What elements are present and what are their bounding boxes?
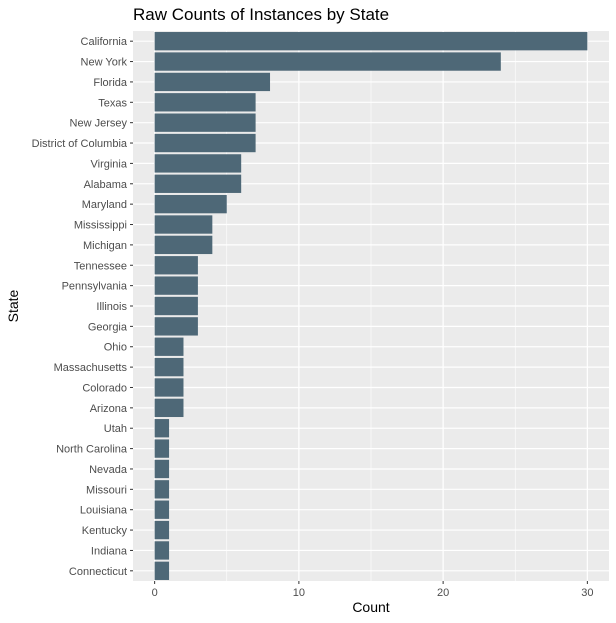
chart-title: Raw Counts of Instances by State (133, 5, 389, 24)
bar-utah (154, 419, 170, 438)
bar-new-jersey (154, 113, 256, 132)
bar-michigan (154, 235, 213, 255)
bar-arizona (154, 398, 184, 418)
y-tick-label: Nevada (89, 464, 128, 476)
bar-nevada (154, 459, 170, 479)
y-tick-label: Texas (98, 97, 127, 109)
bar-tennessee (154, 256, 198, 275)
bar-virginia (154, 154, 242, 173)
bar-texas (154, 93, 256, 112)
y-tick-label: Maryland (82, 199, 127, 211)
bar-mississippi (154, 215, 213, 234)
bar-kentucky (154, 520, 170, 540)
bar-alabama (154, 174, 242, 193)
y-tick-label: Pennsylvania (62, 281, 128, 293)
bar-louisiana (154, 500, 170, 519)
x-tick-label: 30 (581, 587, 593, 599)
y-tick-label: Virginia (91, 158, 128, 170)
bar-connecticut (154, 561, 170, 580)
y-tick-label: Arizona (90, 403, 128, 415)
bar-georgia (154, 317, 198, 336)
y-tick-labels: California New York Florida Texas New Jersey… (32, 36, 133, 578)
x-tick-labels: 0 10 20 30 (152, 581, 593, 599)
x-tick-label: 10 (293, 587, 305, 599)
y-tick-label: Colorado (82, 382, 127, 394)
y-tick-label: Florida (93, 77, 128, 89)
y-tick-label: Connecticut (69, 566, 127, 578)
bar-district-of-columbia (154, 133, 256, 153)
y-tick-label: Massachusetts (54, 362, 128, 374)
bar-indiana (154, 541, 170, 560)
y-tick-label: North Carolina (56, 444, 128, 456)
bar-florida (154, 72, 271, 92)
y-tick-label: Kentucky (82, 525, 128, 537)
x-tick-label: 20 (437, 587, 449, 599)
bar-pennsylvania (154, 276, 198, 295)
x-axis-title: Count (352, 599, 389, 615)
y-tick-label: Georgia (88, 321, 128, 333)
y-tick-label: Louisiana (80, 505, 128, 517)
bar-illinois (154, 296, 198, 316)
bar-california (154, 32, 588, 51)
bar-colorado (154, 378, 184, 397)
y-tick-label: Michigan (83, 240, 127, 252)
y-tick-label: Missouri (86, 484, 127, 496)
y-tick-label: Alabama (84, 179, 128, 191)
bar-missouri (154, 480, 170, 499)
y-axis-title: State (5, 289, 21, 322)
bar-maryland (154, 194, 227, 214)
bar-ohio (154, 337, 184, 356)
y-tick-label: Tennessee (74, 260, 127, 272)
y-tick-label: Illinois (96, 301, 127, 313)
x-tick-label: 0 (152, 587, 158, 599)
y-tick-label: Indiana (91, 545, 128, 557)
y-tick-label: Mississippi (74, 220, 127, 232)
bar-new-york (154, 52, 501, 71)
bars (154, 32, 588, 580)
y-tick-label: New Jersey (70, 118, 128, 130)
bar-massachusetts (154, 357, 184, 377)
y-tick-label: California (81, 36, 128, 48)
y-tick-label: Utah (104, 423, 127, 435)
y-tick-label: New York (81, 57, 128, 69)
y-tick-label: District of Columbia (32, 138, 128, 150)
bar-north-carolina (154, 439, 170, 458)
y-tick-label: Ohio (104, 342, 127, 354)
